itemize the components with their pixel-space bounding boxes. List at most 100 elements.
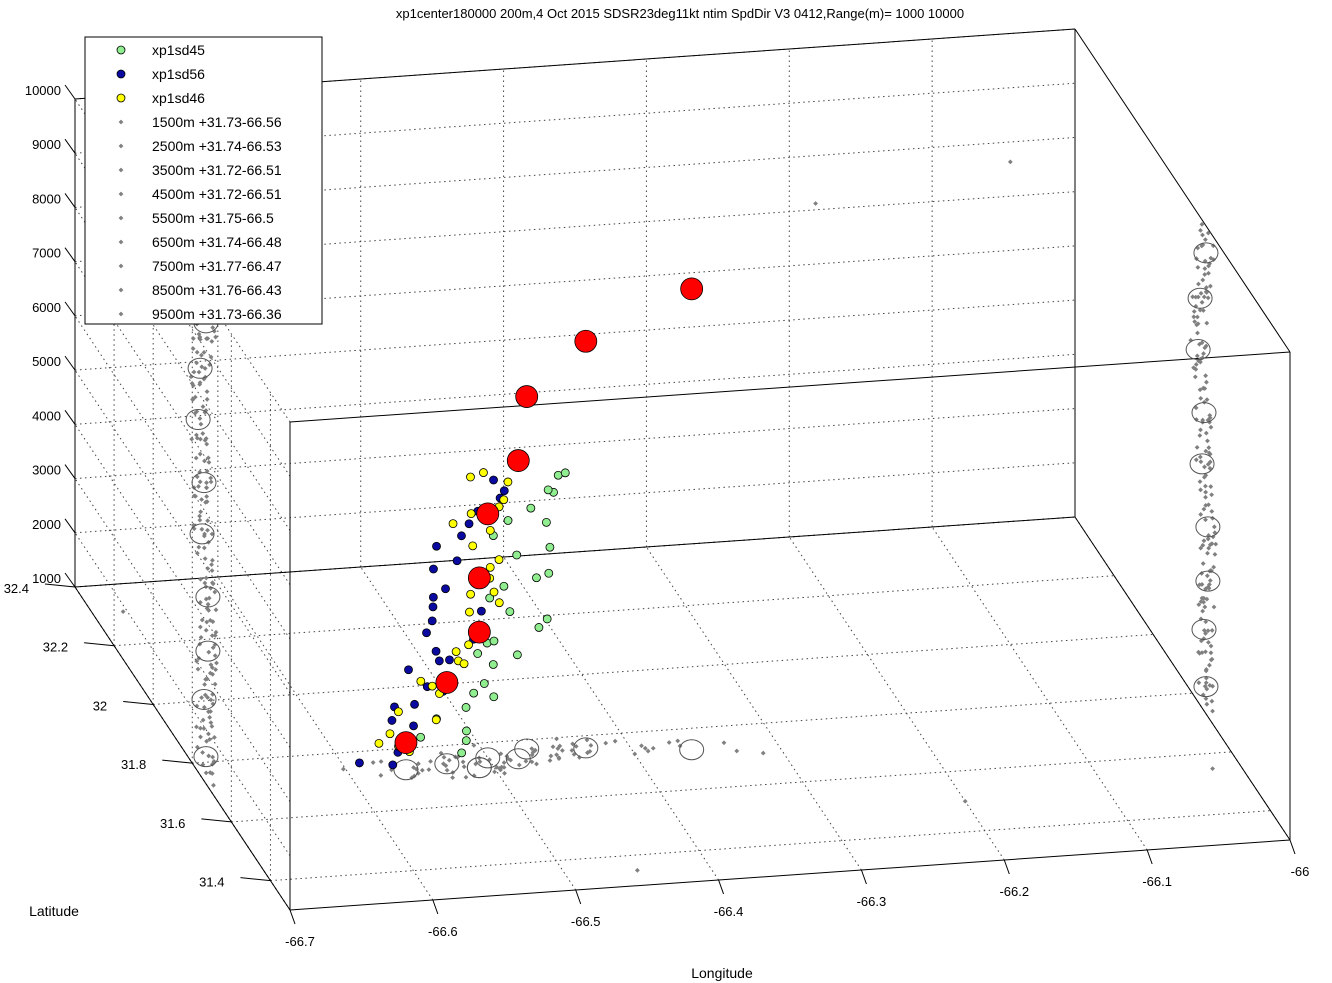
right-wall-projection-point: [1195, 321, 1201, 327]
left-wall-projection-point: [209, 339, 215, 344]
left-wall-projection-point: [206, 595, 212, 601]
left-wall-projection-point: [202, 458, 207, 464]
right-wall-projection-point: [1201, 538, 1207, 544]
floor-projection-point: [554, 752, 559, 758]
right-wall-projection-point: [1206, 445, 1212, 451]
xp1sd45-point: [499, 581, 509, 591]
legend-label: 2500m +31.74-66.53: [152, 138, 282, 154]
xp1sd46-point: [464, 640, 473, 650]
left-wall-projection-point: [201, 545, 207, 551]
floor-projection-point: [555, 746, 561, 751]
floor-grid-line: [231, 751, 1232, 823]
legend-marker: [116, 93, 126, 103]
right-wall-center-ring: [1189, 453, 1215, 475]
floor-projection-point: [378, 759, 384, 764]
floor-grid-line: [503, 556, 719, 881]
left-wall-projection-point: [206, 731, 211, 737]
vortex-center-marker: [680, 277, 704, 301]
y-tick-label: 32.2: [43, 640, 68, 655]
left-wall-projection-point: [209, 568, 215, 574]
left-wall-projection-point: [193, 455, 199, 461]
floor-projection-point: [501, 765, 507, 770]
left-wall-center-ring: [187, 357, 213, 379]
right-wall-projection-point: [1207, 662, 1212, 668]
legend-label: 6500m +31.74-66.48: [152, 234, 282, 250]
floor-projection-point: [585, 750, 590, 756]
xp1sd46-point: [494, 598, 504, 608]
floor-projection-point: [534, 761, 539, 767]
right-wall-projection-point: [1200, 232, 1205, 238]
left-wall-projection-point: [201, 726, 207, 731]
right-wall-projection-point: [1201, 595, 1207, 601]
right-wall-projection-point: [1198, 459, 1204, 465]
xp1sd46-point: [466, 589, 476, 599]
left-wall-projection-point: [207, 736, 213, 742]
left-wall-projection-point: [199, 497, 204, 502]
right-wall-projection-point: [1195, 294, 1201, 300]
xp1sd45-point: [560, 468, 570, 478]
floor-grid-line: [153, 633, 1154, 705]
xp1sd45-point: [461, 736, 471, 746]
floor-grid-line: [270, 810, 1271, 882]
left-wall-projection-point: [205, 455, 211, 461]
right-wall-projection-point: [1208, 650, 1214, 656]
right-wall-projection-point: [1201, 351, 1206, 356]
xp1sd45-point: [544, 568, 554, 578]
left-wall-projection-point: [194, 550, 200, 556]
right-wall-projection-point: [1207, 413, 1213, 418]
xp1sd45-point: [485, 593, 495, 603]
z-tick-label: 4000: [32, 408, 61, 423]
left-wall-projection-point: [212, 633, 218, 638]
right-wall-projection-point: [1202, 683, 1208, 689]
floor-projection-point: [760, 750, 766, 756]
left-wall-projection-point: [202, 437, 208, 443]
floor-projection-point: [532, 747, 538, 753]
floor-projection-point: [460, 759, 466, 765]
left-wall-projection-point: [208, 354, 214, 360]
xp1sd46-point: [465, 607, 474, 617]
left-wall-projection-point: [197, 469, 203, 475]
right-wall-projection-point: [1198, 228, 1203, 233]
outlier-projection-point: [634, 867, 640, 873]
xp1sd56-point: [410, 699, 419, 709]
right-wall-projection-point: [1204, 573, 1210, 579]
xp1sd56-point: [422, 628, 431, 638]
left-wall-projection-point: [204, 396, 210, 402]
left-wall-projection-point: [194, 360, 200, 366]
left-wall-projection-point: [197, 517, 203, 523]
right-wall-projection-point: [1196, 281, 1201, 287]
left-wall-projection-point: [209, 633, 215, 639]
floor-projection-point: [428, 758, 433, 764]
z-tick-mark: [64, 301, 76, 317]
left-wall-projection-point: [205, 695, 210, 700]
x-tick-mark: [718, 879, 725, 895]
xp1sd46-point: [374, 738, 384, 748]
xp1sd45-point: [541, 517, 551, 527]
x-tick-mark: [860, 869, 867, 885]
right-wall-projection-point: [1204, 686, 1210, 692]
axes-box: [74, 28, 1291, 911]
xp1sd56-point: [445, 655, 454, 665]
floor-projection-point: [550, 744, 556, 750]
left-wall-projection-point: [198, 436, 203, 442]
right-wall-projection-point: [1206, 270, 1211, 276]
z-tick-mark: [64, 138, 76, 154]
floor-center-ring: [393, 759, 419, 781]
x-tick-label: -66: [1291, 864, 1310, 879]
floor-projection-point: [516, 762, 522, 768]
floor-projection-point: [389, 767, 394, 773]
legend-label: 5500m +31.75-66.5: [152, 210, 274, 226]
right-wall-projection-point: [1208, 568, 1214, 573]
left-wall-projection-point: [202, 366, 208, 371]
x-tick-mark: [1289, 839, 1296, 855]
left-wall-projection-point: [203, 627, 209, 633]
projection-points: [120, 159, 1219, 873]
left-wall-projection-point: [199, 617, 205, 623]
right-wall-projection-point: [1202, 386, 1208, 391]
right-wall-projection-point: [1204, 290, 1210, 295]
vortex-center-marker: [476, 502, 500, 526]
legend-label: xp1sd45: [152, 42, 205, 58]
left-wall-projection-point: [197, 479, 203, 485]
left-wall-projection-point: [199, 352, 204, 358]
right-wall-projection-point: [1205, 230, 1211, 236]
